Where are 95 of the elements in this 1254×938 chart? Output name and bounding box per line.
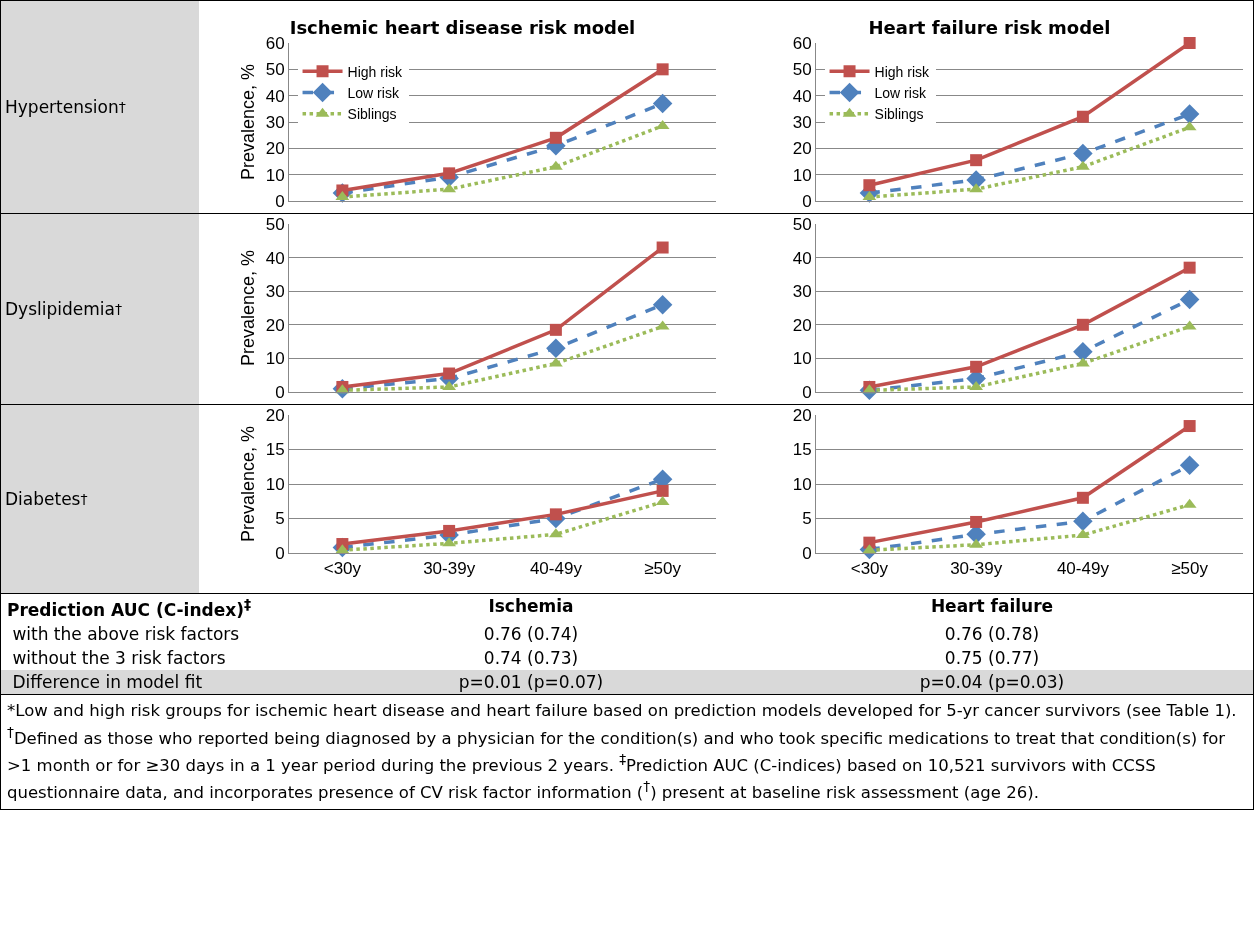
y-tick-label: 0 (275, 382, 285, 402)
point (1076, 318, 1089, 331)
y-axis-title: Prevalence, % (237, 425, 258, 543)
y-tick-label: 0 (275, 191, 285, 211)
y-tick-label: 20 (265, 139, 285, 159)
y-tick-label: 20 (265, 405, 285, 425)
legend-label: Low risk (874, 84, 927, 101)
y-tick-label: 0 (802, 382, 812, 402)
y-tick-label: 10 (792, 474, 812, 494)
text: 0.75 (0.77) (943, 646, 1041, 670)
text: without the 3 risk factors (11, 646, 227, 670)
text: with the above risk factors (11, 622, 241, 646)
text: 0.74 (0.73) (482, 646, 580, 670)
legend-label: Siblings (874, 106, 924, 123)
point (1179, 104, 1200, 124)
x-tick-label: <30y (323, 559, 362, 579)
text: Heart failure (929, 595, 1055, 618)
y-tick-label: 60 (792, 33, 812, 53)
x-tick-label: ≥50y (644, 559, 682, 579)
x-tick-label: ≥50y (1171, 559, 1209, 579)
legend-label: Siblings (347, 106, 397, 123)
y-tick-label: 20 (792, 315, 812, 335)
y-tick-label: 0 (802, 543, 812, 563)
y-tick-label: 0 (802, 191, 812, 211)
x-tick-label: <30y (850, 559, 889, 579)
y-tick-label: 30 (265, 282, 285, 302)
point (549, 508, 562, 521)
y-tick-label: 30 (792, 112, 812, 132)
y-tick-label: 20 (792, 139, 812, 159)
point (1183, 261, 1196, 274)
point (1179, 455, 1200, 476)
y-tick-label: 10 (792, 165, 812, 185)
point (443, 367, 456, 380)
point (1183, 37, 1196, 49)
y-tick-label: 15 (265, 440, 285, 460)
y-tick-label: 50 (792, 60, 812, 80)
y-axis-title: Prevalence, % (237, 249, 258, 367)
x-tick-label: 40-49y (1056, 559, 1110, 579)
chart-title: Ischemic heart disease risk model (289, 16, 636, 38)
x-tick-label: 30-39y (423, 559, 476, 579)
point (656, 241, 669, 254)
point (970, 360, 983, 373)
y-tick-label: 15 (792, 440, 812, 460)
x-tick-label: 40-49y (529, 559, 583, 579)
point (1183, 420, 1196, 433)
legend-label: Low risk (347, 84, 400, 101)
point (652, 93, 673, 114)
point (652, 294, 673, 315)
y-tick-label: 60 (265, 33, 285, 53)
text: Ischemia (487, 595, 575, 618)
text: p=0.01 (p=0.07) (457, 670, 605, 694)
y-tick-label: 5 (275, 509, 285, 529)
y-axis-title: Prevalence, % (237, 63, 258, 181)
x-tick-label: 30-39y (950, 559, 1003, 579)
point (443, 524, 456, 537)
point (970, 515, 983, 528)
y-tick-label: 40 (265, 86, 285, 106)
text: 0.76 (0.74) (482, 622, 580, 646)
text: Difference in model fit (11, 670, 204, 694)
point (970, 154, 983, 167)
point (1073, 143, 1093, 164)
point (546, 338, 566, 359)
point (863, 179, 876, 192)
point (1076, 110, 1089, 123)
y-tick-label: 50 (265, 214, 285, 234)
y-tick-label: 20 (265, 315, 285, 335)
point (656, 484, 669, 497)
point (549, 131, 562, 144)
text: p=0.04 (p=0.03) (918, 670, 1066, 694)
y-tick-label: 10 (265, 165, 285, 185)
y-tick-label: 20 (792, 405, 812, 425)
y-tick-label: 50 (792, 214, 812, 234)
point (1179, 289, 1200, 310)
y-tick-label: 40 (265, 248, 285, 268)
y-tick-label: 0 (275, 543, 285, 563)
y-tick-label: 50 (265, 60, 285, 80)
point (1073, 341, 1093, 362)
y-tick-label: 10 (265, 349, 285, 369)
point (1073, 511, 1093, 532)
point (656, 63, 669, 76)
text: *Low and high risk groups for ischemic heart disease and heart failure based on prediction models developed for 5-yr cancer survivors (see Table 1). $^{†}$Defined as those who reported being diagnosed by a physician for the condition(s) and who took specific medications to treat that condition(s) for >1 month or for ≥30 days in a 1 year period during the previous 2 years. $^{‡}$Prediction AUC (C-indices) based on 10,521 survivors with CCSS questionnaire data, and incorporates presence of CV risk factor information ($^{†}$) present at baseline risk assessment (age 26). (7, 700, 1237, 802)
point (549, 323, 562, 336)
y-tick-label: 40 (792, 248, 812, 268)
y-tick-label: 10 (265, 474, 285, 494)
chart-title: Heart failure risk model (868, 16, 1111, 38)
text: 0.76 (0.78) (943, 622, 1041, 646)
text: Prediction AUC (C-index)$^{‡}$ (6, 595, 253, 622)
legend-label: High risk (874, 63, 930, 80)
y-tick-label: 5 (802, 509, 812, 529)
y-tick-label: 30 (792, 282, 812, 302)
legend-label: High risk (347, 63, 403, 80)
y-tick-label: 10 (792, 349, 812, 369)
y-tick-label: 30 (265, 112, 285, 132)
point (1076, 491, 1089, 504)
y-tick-label: 40 (792, 86, 812, 106)
